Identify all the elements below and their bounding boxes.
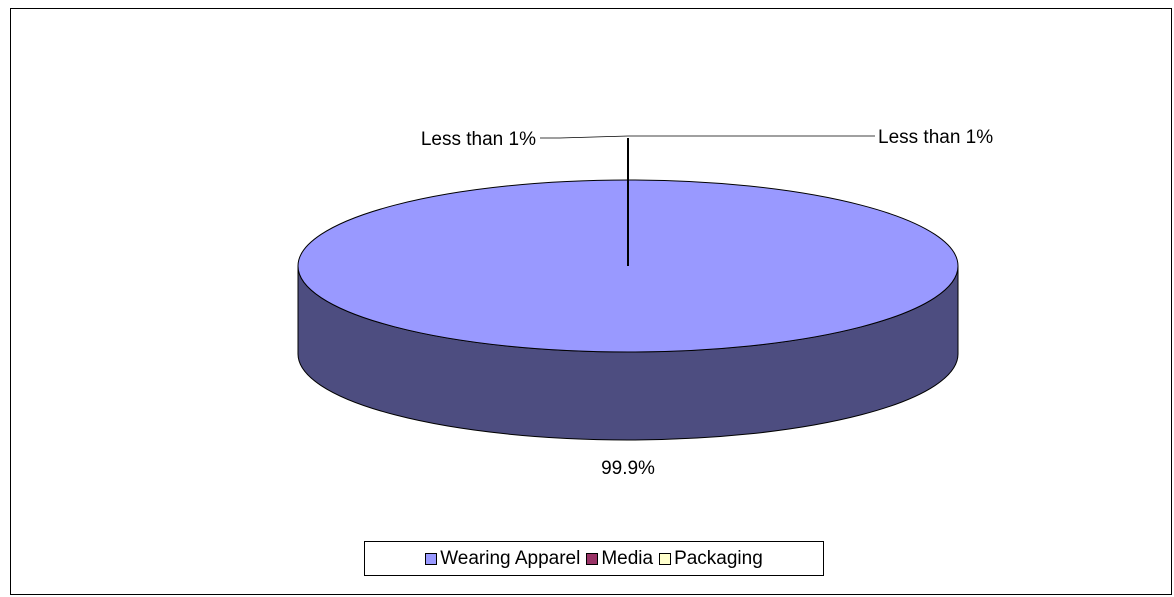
legend-label-packaging: Packaging <box>674 547 763 569</box>
legend-item-packaging: Packaging <box>659 548 763 570</box>
legend-item-media: Media <box>586 548 653 570</box>
data-label-packaging: Less than 1% <box>878 127 993 148</box>
legend-label-wearing-apparel: Wearing Apparel <box>440 547 581 569</box>
legend-swatch-packaging <box>659 552 672 565</box>
leader-line-media <box>540 135 629 139</box>
legend: Wearing Apparel Media Packaging <box>364 541 824 576</box>
data-label-wearing-apparel: 99.9% <box>601 458 655 479</box>
legend-swatch-wearing-apparel <box>425 552 438 565</box>
legend-item-wearing-apparel: Wearing Apparel <box>425 548 580 570</box>
legend-label-media: Media <box>601 547 654 569</box>
legend-swatch-media <box>586 552 599 565</box>
data-label-media: Less than 1% <box>421 129 536 150</box>
